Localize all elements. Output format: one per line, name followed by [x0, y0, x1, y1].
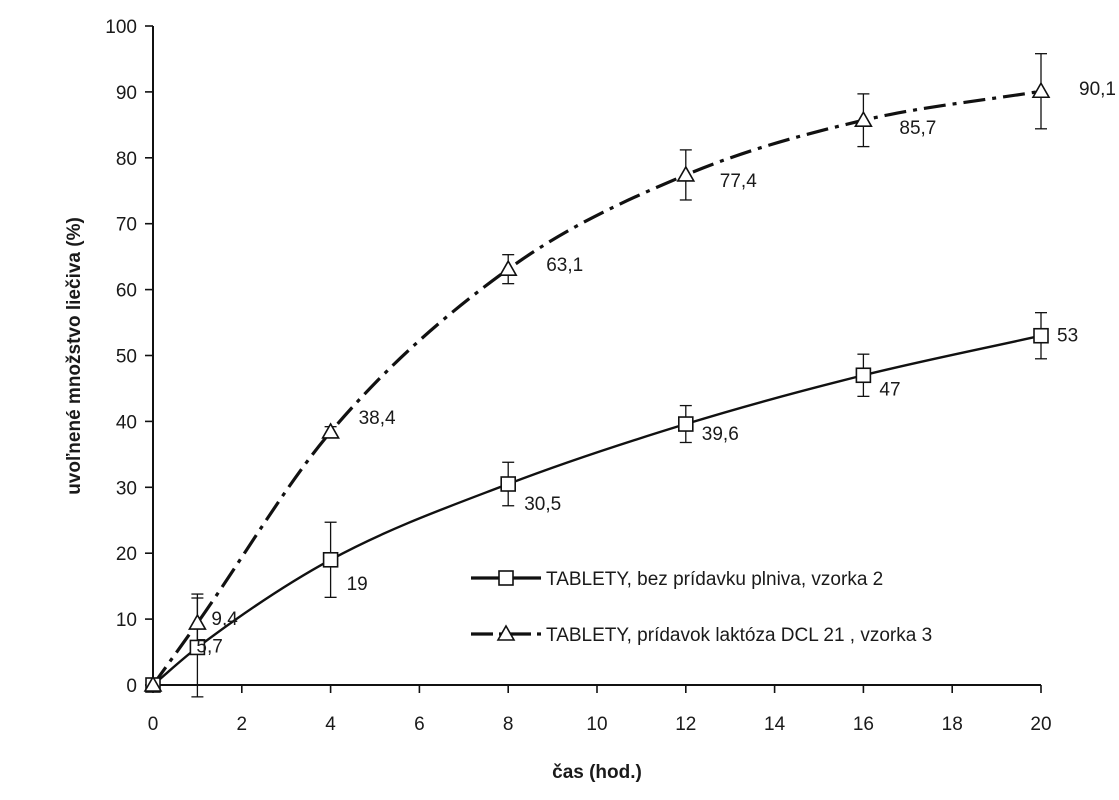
y-tick-label: 40	[116, 412, 137, 433]
y-tick-label: 100	[105, 17, 137, 38]
x-tick-label: 14	[764, 714, 786, 735]
data-label: 85,7	[899, 118, 936, 139]
data-labels: 5,7 19 30,5 39,6 47 53 9,4 38,4 63,1 77,4 85,7 90,1	[196, 79, 1116, 657]
error-bars	[191, 53, 1047, 698]
data-label: 5,7	[196, 636, 222, 657]
data-label: 9,4	[211, 609, 238, 630]
data-label: 53	[1057, 326, 1078, 347]
x-tick-label: 0	[148, 714, 159, 735]
x-tick-label: 18	[942, 714, 963, 735]
legend-label-series-2: TABLETY, prídavok laktóza DCL 21 , vzork…	[546, 625, 932, 646]
legend-square-icon	[498, 570, 514, 586]
data-label: 38,4	[359, 408, 396, 429]
y-tick-label: 20	[116, 544, 137, 565]
data-label: 47	[879, 379, 900, 400]
square-marker	[500, 476, 517, 492]
y-tick-label: 0	[126, 676, 137, 697]
y-tick-label: 90	[116, 83, 137, 104]
triangle-marker	[143, 675, 163, 692]
triangle-marker	[676, 165, 696, 182]
data-label: 19	[347, 574, 368, 595]
legend-item-series-1: TABLETY, bez prídavku plniva, vzorka 2	[471, 569, 883, 590]
triangle-marker	[321, 422, 340, 439]
square-marker	[677, 416, 694, 432]
y-tick-label: 80	[116, 149, 137, 170]
y-tick-label: 50	[116, 347, 137, 368]
legend: TABLETY, bez prídavku plniva, vzorka 2 T…	[471, 569, 932, 646]
triangle-marker	[854, 110, 873, 128]
x-tick-label: 8	[503, 714, 514, 735]
data-markers	[143, 81, 1051, 693]
triangle-marker	[498, 259, 518, 276]
x-tick-label: 20	[1030, 714, 1051, 735]
y-tick-label: 10	[116, 610, 137, 631]
x-tick-label: 12	[675, 714, 696, 735]
data-label: 39,6	[702, 424, 739, 445]
square-marker	[322, 551, 339, 568]
y-tick-label: 70	[116, 215, 137, 236]
legend-triangle-icon	[496, 624, 516, 641]
legend-label-series-1: TABLETY, bez prídavku plniva, vzorka 2	[546, 569, 883, 590]
data-label: 63,1	[546, 255, 583, 276]
y-tick-label: 60	[116, 281, 137, 302]
axes: 0 10 20 30 40 50 60 70 80 90 100 0 2 4 6 8 10 12 14 16 18 20	[105, 17, 1051, 735]
triangle-marker	[1031, 81, 1051, 99]
series-2-curve	[151, 89, 1042, 686]
triangle-marker	[188, 613, 207, 630]
data-label: 30,5	[524, 494, 561, 515]
square-marker	[855, 367, 872, 384]
y-tick-label: 30	[116, 478, 137, 499]
legend-item-series-2: TABLETY, prídavok laktóza DCL 21 , vzork…	[471, 624, 932, 646]
y-axis-title: uvoľnené množstvo liečiva (%)	[64, 217, 85, 495]
square-marker	[189, 639, 206, 656]
data-label: 77,4	[720, 171, 757, 192]
x-tick-label: 2	[237, 714, 248, 735]
data-label: 90,1	[1079, 79, 1116, 100]
fitted-curves	[151, 89, 1042, 686]
x-axis-title: čas (hod.)	[552, 762, 642, 783]
square-marker	[1033, 327, 1049, 344]
x-tick-label: 16	[853, 714, 874, 735]
x-tick-label: 4	[325, 714, 336, 735]
x-tick-label: 10	[586, 714, 607, 735]
x-tick-label: 6	[414, 714, 425, 735]
